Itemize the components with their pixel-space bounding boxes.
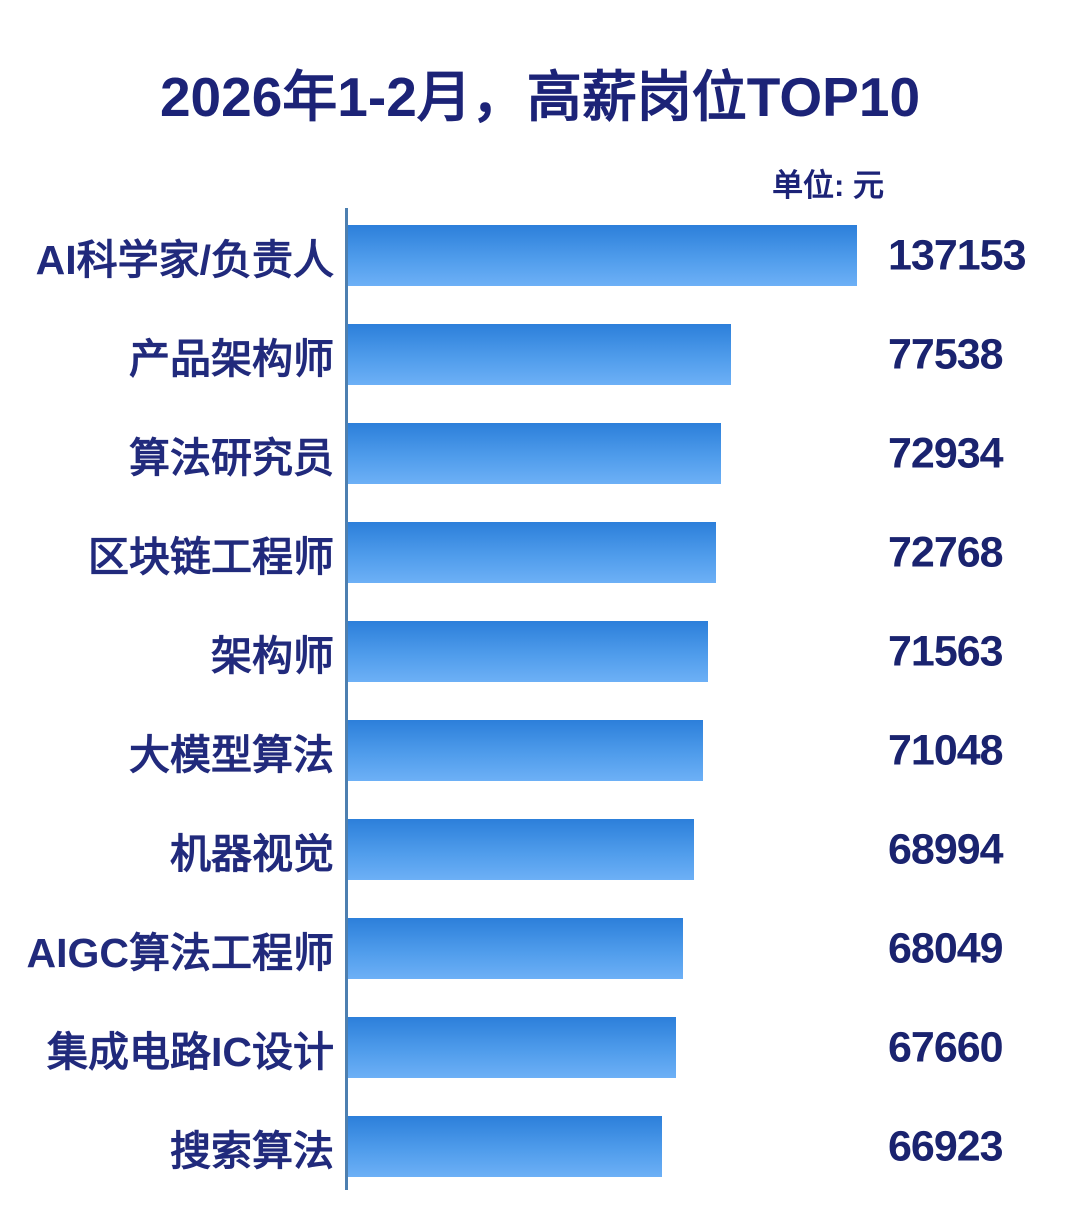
chart-row: 产品架构师 77538 <box>0 305 1080 404</box>
value-label: 71048 <box>888 726 1004 774</box>
chart-row: AIGC算法工程师 68049 <box>0 899 1080 998</box>
value-label: 72934 <box>888 429 1004 477</box>
category-label: 集成电路IC设计 <box>47 1028 334 1075</box>
unit-label: 单位: 元 <box>772 168 884 203</box>
value-label: 66923 <box>888 1122 1004 1170</box>
value-label: 71563 <box>888 627 1004 675</box>
bar <box>348 720 703 781</box>
bar <box>348 1116 662 1177</box>
chart-title: 2026年1-2月，高薪岗位TOP10 <box>159 66 921 128</box>
category-label: 区块链工程师 <box>88 533 334 580</box>
value-label: 137153 <box>888 231 1026 279</box>
category-label: 搜索算法 <box>170 1127 334 1174</box>
y-axis-line <box>345 208 348 1190</box>
value-label: 67660 <box>888 1023 1004 1071</box>
category-label: 架构师 <box>211 632 334 679</box>
value-label: 77538 <box>888 330 1004 378</box>
chart-row: 区块链工程师 72768 <box>0 503 1080 602</box>
category-label: 算法研究员 <box>129 434 334 481</box>
bar <box>348 1017 676 1078</box>
chart-rows: AI科学家/负责人 137153 产品架构师 77538 算法研究员 72934… <box>0 206 1080 1196</box>
bar <box>348 918 683 979</box>
category-label: 机器视觉 <box>170 830 334 877</box>
chart-row: 架构师 71563 <box>0 602 1080 701</box>
bar <box>348 423 721 484</box>
bar <box>348 225 857 286</box>
bar <box>348 621 708 682</box>
chart-row: 大模型算法 71048 <box>0 701 1080 800</box>
chart-row: 算法研究员 72934 <box>0 404 1080 503</box>
chart-row: 集成电路IC设计 67660 <box>0 998 1080 1097</box>
category-label: AIGC算法工程师 <box>26 929 335 976</box>
value-label: 68049 <box>888 924 1004 972</box>
category-label: AI科学家/负责人 <box>35 236 334 283</box>
category-label: 大模型算法 <box>129 731 334 778</box>
bar <box>348 522 716 583</box>
chart-row: 机器视觉 68994 <box>0 800 1080 899</box>
value-label: 68994 <box>888 825 1004 873</box>
bar <box>348 324 731 385</box>
value-label: 72768 <box>888 528 1004 576</box>
chart-row: 搜索算法 66923 <box>0 1097 1080 1196</box>
bar-chart: AI科学家/负责人 137153 产品架构师 77538 算法研究员 72934… <box>0 206 1080 1198</box>
bar <box>348 819 694 880</box>
category-label: 产品架构师 <box>129 335 334 382</box>
chart-row: AI科学家/负责人 137153 <box>0 206 1080 305</box>
